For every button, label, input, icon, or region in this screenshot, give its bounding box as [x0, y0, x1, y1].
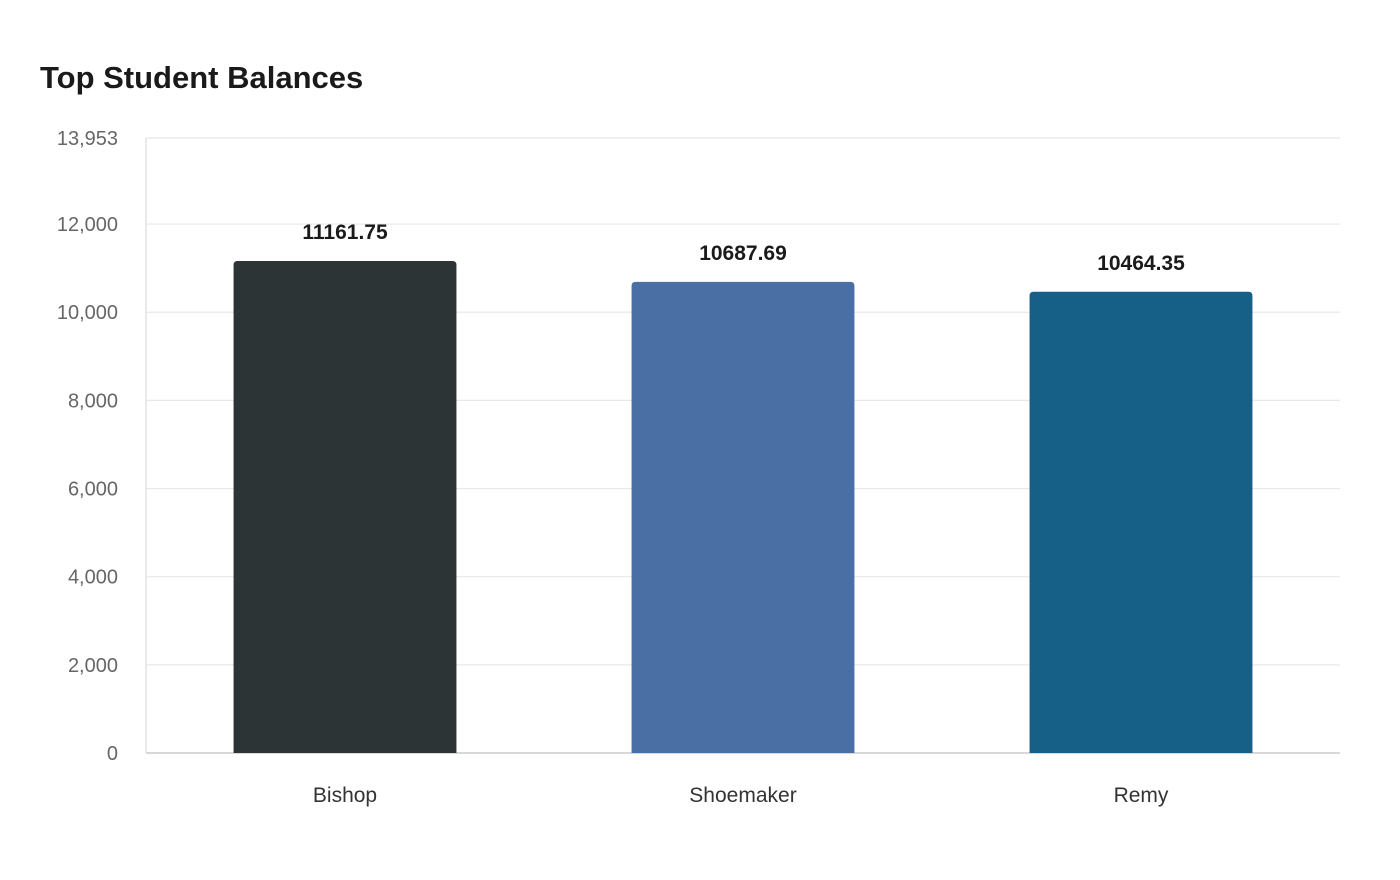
y-tick-label: 12,000 — [57, 214, 118, 236]
x-tick-label: Remy — [1114, 784, 1169, 807]
x-tick-labels: Bishop Shoemaker Remy — [313, 784, 1169, 807]
bar-bishop — [233, 261, 457, 753]
data-label: 11161.75 — [302, 221, 388, 244]
x-tick-label: Bishop — [313, 784, 377, 807]
data-labels: 11161.75 10687.69 10464.35 — [302, 221, 1185, 275]
bar-remy — [1029, 291, 1253, 753]
y-tick-label: 6,000 — [68, 479, 118, 501]
x-tick-label: Shoemaker — [689, 784, 796, 807]
y-tick-label: 0 — [107, 743, 118, 765]
y-tick-label: 13,953 — [57, 128, 118, 150]
y-tick-labels: 0 2,000 4,000 6,000 8,000 10,000 12,000 13,953 — [57, 128, 118, 765]
y-tick-label: 4,000 — [68, 567, 118, 589]
bar-shoemaker — [631, 281, 855, 753]
y-tick-label: 2,000 — [68, 655, 118, 677]
y-tick-label: 10,000 — [57, 302, 118, 324]
chart-title: Top Student Balances — [40, 60, 364, 95]
data-label: 10687.69 — [699, 242, 787, 265]
data-label: 10464.35 — [1097, 252, 1185, 275]
bars — [233, 261, 1253, 753]
y-tick-label: 8,000 — [68, 390, 118, 412]
